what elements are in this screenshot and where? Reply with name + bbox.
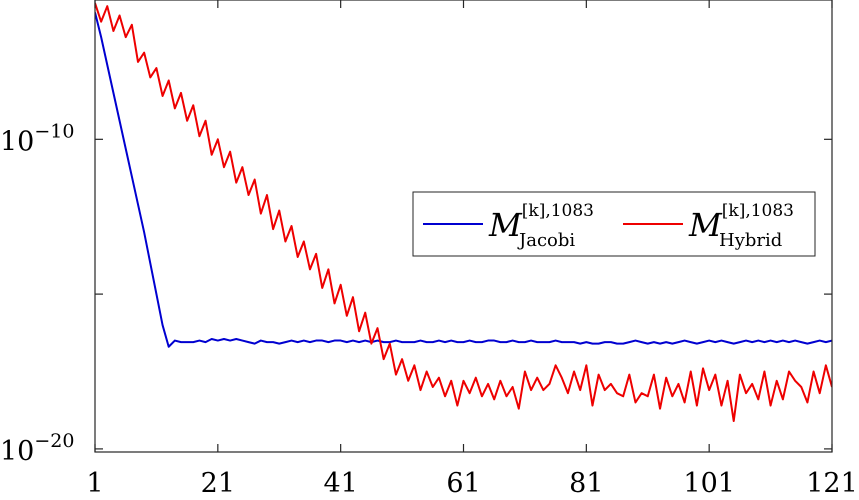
y-tick-label: 10−10 <box>0 120 74 157</box>
x-tick-label: 121 <box>806 468 858 499</box>
y-tick-base: 10 <box>0 436 34 467</box>
legend-label-hybrid: M[k],1083 Hybrid <box>688 201 794 251</box>
x-tick-label: 101 <box>683 468 735 499</box>
legend-subscript: Hybrid <box>719 230 782 251</box>
series-line-hybrid <box>95 2 832 423</box>
x-tick-label: 61 <box>446 468 480 499</box>
y-tick-base: 10 <box>0 126 34 157</box>
y-tick-exponent: −20 <box>34 430 74 452</box>
legend-superscript: [k],1083 <box>722 201 794 221</box>
series-layer <box>95 2 832 423</box>
y-tick-exponent: −10 <box>34 120 74 142</box>
x-tick-label: 1 <box>86 468 103 499</box>
x-tick-label: 81 <box>569 468 603 499</box>
legend-subscript: Jacobi <box>517 230 575 251</box>
legend-label-jacobi: M[k],1083 Jacobi <box>488 201 594 251</box>
legend-superscript: [k],1083 <box>522 201 594 221</box>
legend-symbol: M <box>488 206 523 244</box>
series-line-jacobi <box>95 12 832 348</box>
legend-symbol: M <box>688 206 723 244</box>
y-tick-label: 10−20 <box>0 430 74 467</box>
x-tick-label: 21 <box>201 468 235 499</box>
x-tick-label: 41 <box>323 468 357 499</box>
legend: M[k],1083 Jacobi M[k],1083 Hybrid <box>412 191 816 257</box>
